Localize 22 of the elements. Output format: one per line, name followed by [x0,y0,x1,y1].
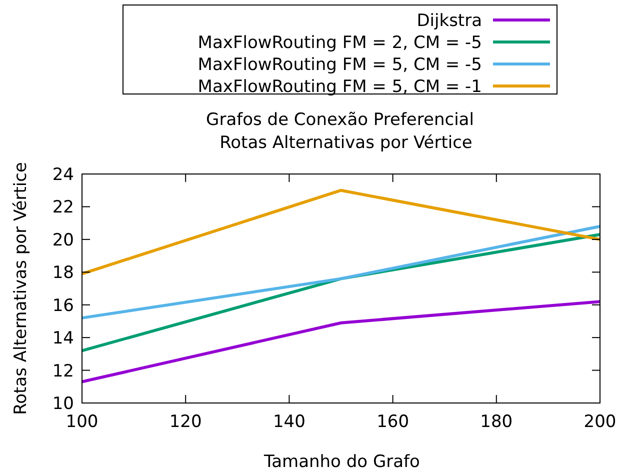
chart-subtitle: Rotas Alternativas por Vértice [220,133,472,153]
x-axis-title: Tamanho do Grafo [263,452,420,472]
y-tick-label: 22 [52,198,74,218]
x-tick-label: 100 [66,412,98,432]
y-tick-label: 12 [52,361,74,382]
y-axis-title: Rotas Alternativas por Vértice [11,162,31,415]
legend-label: MaxFlowRouting FM = 5, CM = -1 [198,77,482,97]
y-tick-label: 16 [52,296,74,316]
y-tick-label: 18 [52,263,74,284]
chart-title: Grafos de Conexão Preferencial [206,110,474,130]
x-tick-label: 140 [272,412,306,432]
y-tick-label: 24 [52,165,74,185]
x-tick-label: 200 [584,412,616,432]
x-tick-label: 180 [480,412,513,432]
legend-label: MaxFlowRouting FM = 5, CM = -5 [198,55,482,75]
x-tick-label: 120 [169,412,202,432]
legend-label: Dijkstra [416,11,482,31]
y-tick-label: 10 [52,394,74,414]
y-tick-label: 20 [52,230,74,250]
legend-label: MaxFlowRouting FM = 2, CM = -5 [198,33,482,53]
x-tick-label: 160 [376,412,410,432]
y-tick-label: 14 [52,328,74,349]
